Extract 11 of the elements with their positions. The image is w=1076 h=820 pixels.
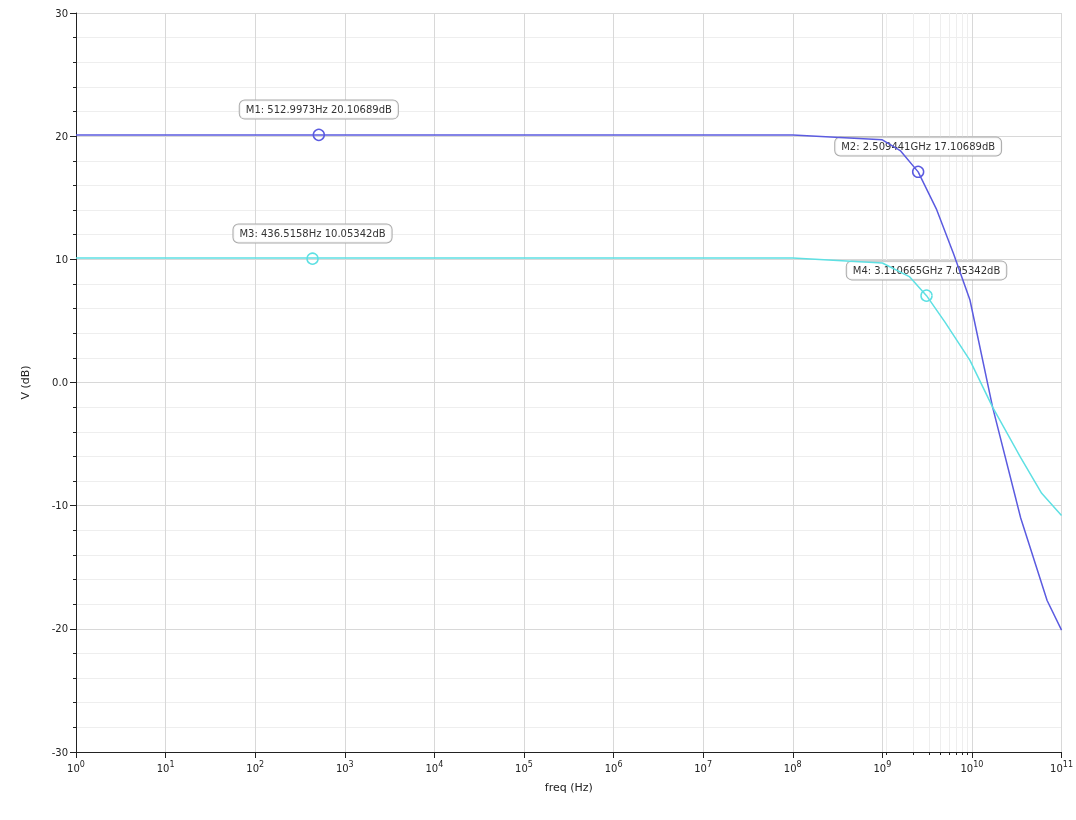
y-tick-label: -30: [51, 746, 68, 758]
annotation: M1: 512.9973Hz 20.10689dB: [245, 104, 393, 116]
y-axis-title: V (dB): [19, 365, 32, 400]
y-tick-label: 30: [55, 7, 68, 19]
y-tick-label: -10: [51, 500, 68, 512]
y-tick-label: 20: [55, 130, 68, 142]
y-tick-label: 0.0: [52, 377, 68, 388]
x-axis-title: freq (Hz): [544, 781, 593, 794]
annotation: M3: 436.5158Hz 10.05342dB: [239, 227, 386, 239]
y-tick-label: -20: [51, 623, 68, 635]
y-tick-label: 10: [55, 253, 68, 265]
